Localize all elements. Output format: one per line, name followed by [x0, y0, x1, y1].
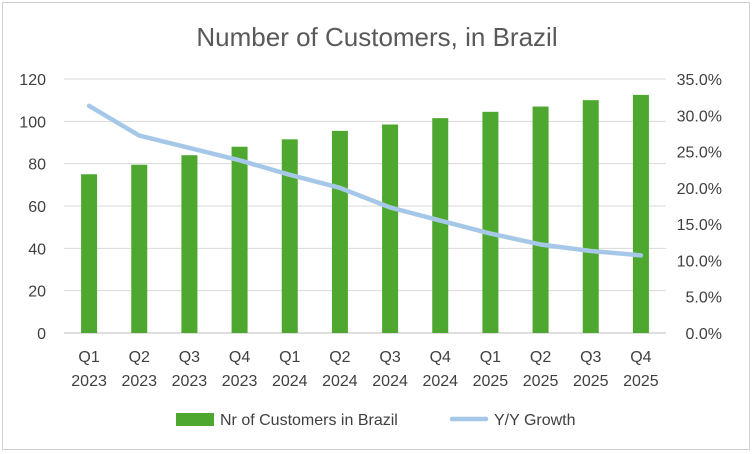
y-left-tick-label: 40	[28, 241, 46, 258]
x-tick-label-quarter: Q4	[430, 349, 451, 366]
bar-series	[81, 94, 649, 334]
x-tick-label-year: 2024	[422, 373, 458, 390]
x-tick-label-quarter: Q1	[78, 349, 99, 366]
y-left-tick-label: 120	[19, 72, 46, 89]
growth-line	[86, 103, 644, 258]
x-tick-label-quarter: Q3	[379, 349, 400, 366]
line-series	[86, 103, 644, 258]
y-right-tick-label: 0.0%	[686, 326, 722, 343]
x-tick-label-year: 2023	[121, 373, 157, 390]
y-left-tick-label: 80	[28, 157, 46, 174]
bar	[382, 124, 399, 333]
y-right-tick-label: 10.0%	[677, 253, 722, 270]
x-tick-label-quarter: Q3	[179, 349, 200, 366]
legend-label-growth: Y/Y Growth	[494, 412, 576, 429]
bar	[632, 94, 649, 333]
x-tick-label-quarter: Q1	[480, 349, 501, 366]
y-right-tick-label: 20.0%	[677, 181, 722, 198]
x-tick-label-quarter: Q3	[580, 349, 601, 366]
y-left-tick-label: 20	[28, 284, 46, 301]
y-right-tick-label: 35.0%	[677, 72, 722, 89]
y-axis-right: 0.0% 5.0% 10.0% 15.0% 20.0% 25.0% 30.0% 35.0%	[677, 72, 722, 343]
legend-label-customers: Nr of Customers in Brazil	[220, 412, 398, 429]
y-right-tick-label: 5.0%	[686, 290, 722, 307]
x-tick-label-year: 2023	[222, 373, 258, 390]
x-tick-label-quarter: Q2	[129, 349, 150, 366]
x-tick-label-year: 2025	[573, 373, 609, 390]
y-axis-left: 0 20 40 60 80 100 120	[19, 72, 46, 343]
y-left-tick-label: 0	[37, 326, 46, 343]
y-left-tick-label: 60	[28, 199, 46, 216]
y-right-tick-label: 30.0%	[677, 108, 722, 125]
legend: Nr of Customers in Brazil Y/Y Growth	[176, 412, 576, 429]
x-tick-label-year: 2025	[623, 373, 659, 390]
x-tick-label-year: 2025	[473, 373, 509, 390]
bar	[131, 164, 148, 333]
x-tick-label-year: 2024	[322, 373, 358, 390]
x-tick-label-quarter: Q4	[229, 349, 250, 366]
x-tick-label-year: 2024	[372, 373, 408, 390]
x-tick-label-quarter: Q4	[630, 349, 651, 366]
legend-swatch-customers	[176, 413, 214, 426]
y-right-tick-label: 15.0%	[677, 217, 722, 234]
bar	[281, 139, 298, 333]
x-tick-label-quarter: Q2	[530, 349, 551, 366]
x-tick-label-quarter: Q1	[279, 349, 300, 366]
bar	[482, 111, 499, 333]
bar	[582, 100, 599, 334]
bar	[231, 146, 248, 333]
x-tick-label-year: 2023	[172, 373, 208, 390]
x-axis: Q1 2023 Q2 2023 Q3 2023 Q4 2023 Q1 2024 Q2 2024 Q3 20…	[71, 349, 659, 390]
chart-title: Number of Customers, in Brazil	[196, 22, 557, 52]
bar	[331, 130, 348, 333]
bar	[81, 174, 98, 333]
bar	[181, 155, 198, 333]
x-tick-label-year: 2023	[71, 373, 107, 390]
y-left-tick-label: 100	[19, 114, 46, 131]
chart-frame	[2, 2, 750, 450]
y-right-tick-label: 25.0%	[677, 145, 722, 162]
x-tick-label-year: 2024	[272, 373, 308, 390]
bar	[532, 106, 549, 334]
x-tick-label-quarter: Q2	[329, 349, 350, 366]
gridlines	[64, 78, 666, 334]
bar	[432, 118, 449, 334]
x-tick-label-year: 2025	[523, 373, 559, 390]
